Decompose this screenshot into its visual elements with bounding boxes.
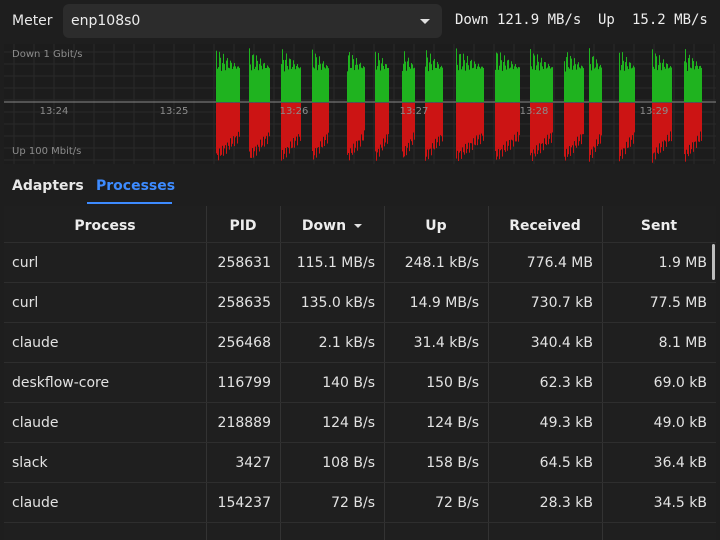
cell-process: deskflow-core xyxy=(12,375,110,391)
cell-sent: 34.5 kB xyxy=(653,495,707,511)
table-row xyxy=(4,522,716,540)
table-row[interactable]: claude 154237 72 B/s 72 B/s 28.3 kB 34.5 kB xyxy=(4,482,716,522)
cell-pid: 258631 xyxy=(217,255,271,271)
cell-process: claude xyxy=(12,495,59,511)
down-rate-value: 121.9 MB/s xyxy=(497,12,582,28)
cell-up: 248.1 kB/s xyxy=(404,255,479,271)
column-divider xyxy=(384,206,385,540)
cell-received: 730.7 kB xyxy=(530,295,593,311)
sort-descending-icon xyxy=(354,224,363,228)
cell-down: 135.0 kB/s xyxy=(300,295,375,311)
cell-up: 124 B/s xyxy=(426,415,479,431)
cell-received: 64.5 kB xyxy=(539,455,593,471)
column-header-up[interactable]: Up xyxy=(425,218,447,234)
cell-up: 158 B/s xyxy=(426,455,479,471)
table-row[interactable]: slack 3427 108 B/s 158 B/s 64.5 kB 36.4 kB xyxy=(4,442,716,482)
active-tab-indicator xyxy=(87,202,172,204)
column-header-sent[interactable]: Sent xyxy=(640,218,678,234)
tab-processes[interactable]: Processes xyxy=(96,178,176,194)
up-rate-label: Up xyxy=(598,12,615,28)
cell-pid: 218889 xyxy=(217,415,271,431)
cell-pid: 258635 xyxy=(217,295,271,311)
cell-received: 49.3 kB xyxy=(539,415,593,431)
cell-down: 140 B/s xyxy=(322,375,375,391)
traffic-graph-canvas xyxy=(4,44,716,164)
time-tick: 13:28 xyxy=(519,106,549,117)
cell-down: 108 B/s xyxy=(322,455,375,471)
column-divider xyxy=(206,206,207,540)
cell-sent: 36.4 kB xyxy=(653,455,707,471)
cell-pid: 256468 xyxy=(217,335,271,351)
cell-process: curl xyxy=(12,295,39,311)
graph-down-scale-label: Down 1 Gbit/s xyxy=(12,49,83,60)
cell-down: 124 B/s xyxy=(322,415,375,431)
cell-down: 72 B/s xyxy=(331,495,375,511)
interface-value: enp108s0 xyxy=(71,13,141,29)
cell-down: 2.1 kB/s xyxy=(318,335,375,351)
traffic-graph: Down 1 Gbit/s Up 100 Mbit/s 13:24 13:25 … xyxy=(4,44,716,164)
chevron-down-icon xyxy=(420,19,430,24)
cell-received: 28.3 kB xyxy=(539,495,593,511)
time-tick: 13:29 xyxy=(639,106,669,117)
table-row[interactable]: claude 256468 2.1 kB/s 31.4 kB/s 340.4 kB 8.1… xyxy=(4,322,716,362)
cell-up: 31.4 kB/s xyxy=(413,335,479,351)
cell-sent: 77.5 MB xyxy=(649,295,707,311)
down-rate-label: Down xyxy=(455,12,489,28)
cell-process: claude xyxy=(12,335,59,351)
cell-received: 340.4 kB xyxy=(530,335,593,351)
table-row[interactable]: deskflow-core 116799 140 B/s 150 B/s 62.3 kB… xyxy=(4,362,716,402)
column-header-pid[interactable]: PID xyxy=(229,218,257,234)
time-tick: 13:26 xyxy=(279,106,309,117)
table-row[interactable]: curl 258635 135.0 kB/s 14.9 MB/s 730.7 kB 77.… xyxy=(4,282,716,322)
cell-received: 776.4 MB xyxy=(526,255,593,271)
table-row[interactable]: curl 258631 115.1 MB/s 248.1 kB/s 776.4 MB 1.… xyxy=(4,242,716,282)
column-divider xyxy=(602,206,603,540)
cell-pid: 154237 xyxy=(217,495,271,511)
cell-process: claude xyxy=(12,415,59,431)
cell-sent: 1.9 MB xyxy=(658,255,707,271)
meter-label: Meter xyxy=(12,13,53,29)
graph-up-scale-label: Up 100 Mbit/s xyxy=(12,146,82,157)
cell-process: curl xyxy=(12,255,39,271)
cell-up: 72 B/s xyxy=(435,495,479,511)
interface-dropdown[interactable]: enp108s0 xyxy=(63,4,442,38)
cell-pid: 116799 xyxy=(217,375,271,391)
cell-up: 150 B/s xyxy=(426,375,479,391)
up-rate-value: 15.2 MB/s xyxy=(632,12,708,28)
cell-process: slack xyxy=(12,455,48,471)
cell-sent: 69.0 kB xyxy=(653,375,707,391)
cell-received: 62.3 kB xyxy=(539,375,593,391)
top-bar: Meter enp108s0 Down 121.9 MB/s Up 15.2 M… xyxy=(0,0,720,42)
process-table: Process PID Down Up Received Sent curl 25… xyxy=(4,206,716,540)
cell-down: 115.1 MB/s xyxy=(296,255,375,271)
column-header-down[interactable]: Down xyxy=(280,206,384,246)
time-tick: 13:24 xyxy=(39,106,69,117)
tab-adapters[interactable]: Adapters xyxy=(12,178,84,194)
column-header-received[interactable]: Received xyxy=(509,218,581,234)
time-tick: 13:25 xyxy=(159,106,189,117)
time-tick: 13:27 xyxy=(399,106,429,117)
column-divider xyxy=(488,206,489,540)
table-header: Process PID Down Up Received Sent xyxy=(4,206,716,246)
cell-up: 14.9 MB/s xyxy=(409,295,479,311)
table-scrollbar[interactable] xyxy=(712,244,715,280)
cell-sent: 49.0 kB xyxy=(653,415,707,431)
cell-sent: 8.1 MB xyxy=(658,335,707,351)
table-row[interactable]: claude 218889 124 B/s 124 B/s 49.3 kB 49.0 kB xyxy=(4,402,716,442)
column-divider xyxy=(280,206,281,540)
view-tabs: Adapters Processes xyxy=(0,168,720,206)
column-header-process[interactable]: Process xyxy=(74,218,136,234)
cell-pid: 3427 xyxy=(235,455,271,471)
